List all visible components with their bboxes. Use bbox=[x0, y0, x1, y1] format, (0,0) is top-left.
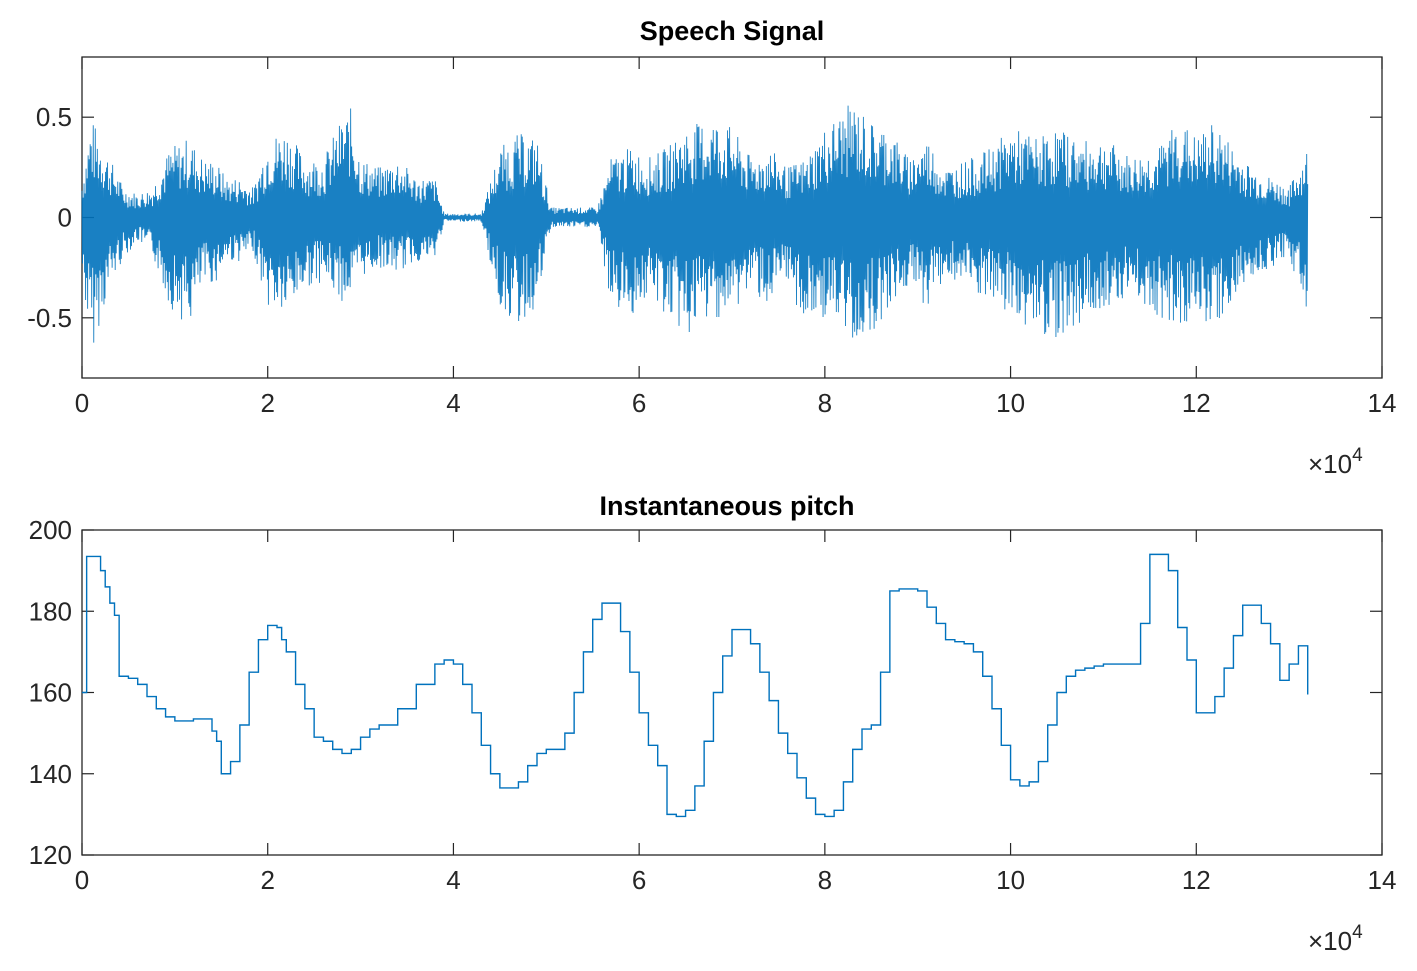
speech-signal-x-multiplier-exp: 4 bbox=[1352, 445, 1363, 466]
pitch-chart: Instantaneous pitch 0 2 4 6 8 10 12 14 120 140 16… bbox=[29, 491, 1397, 956]
pitch-xtick-label: 12 bbox=[1182, 865, 1211, 895]
pitch-xtick-label: 4 bbox=[446, 865, 460, 895]
pitch-x-multiplier-base: ×10 bbox=[1308, 926, 1352, 956]
speech-signal-chart: Speech Signal 0 2 4 6 8 10 12 14 -0.500.5 ×104 bbox=[27, 16, 1396, 479]
pitch-ytick-label: 160 bbox=[29, 678, 72, 708]
pitch-title: Instantaneous pitch bbox=[599, 491, 854, 521]
pitch-xticks: 0 2 4 6 8 10 12 14 bbox=[75, 530, 1397, 895]
pitch-x-multiplier: ×104 bbox=[1308, 922, 1363, 956]
speech-signal-xtick-label: 0 bbox=[75, 388, 89, 418]
pitch-ytick-label: 200 bbox=[29, 515, 72, 545]
speech-signal-title: Speech Signal bbox=[640, 16, 825, 46]
speech-signal-xticks: 0 2 4 6 8 10 12 14 bbox=[75, 57, 1397, 418]
speech-signal-series-line bbox=[81, 105, 1309, 343]
speech-signal-xtick-label: 8 bbox=[818, 388, 832, 418]
speech-signal-xtick-label: 6 bbox=[632, 388, 646, 418]
pitch-x-multiplier-exp: 4 bbox=[1352, 922, 1363, 943]
speech-signal-ytick-label: 0 bbox=[58, 203, 72, 233]
pitch-xtick-label: 6 bbox=[632, 865, 646, 895]
pitch-xtick-label: 2 bbox=[260, 865, 274, 895]
speech-signal-waveform bbox=[81, 105, 1309, 343]
speech-signal-yticks: -0.5 0 0.5 bbox=[27, 102, 1382, 333]
pitch-ytick-label: 180 bbox=[29, 596, 72, 626]
speech-signal-xtick-label: 10 bbox=[996, 388, 1025, 418]
pitch-plot-area bbox=[81, 529, 1383, 856]
pitch-xtick-label: 14 bbox=[1368, 865, 1397, 895]
pitch-xtick-label: 8 bbox=[818, 865, 832, 895]
pitch-ytick-label: 140 bbox=[29, 759, 72, 789]
pitch-ytick-label: 120 bbox=[29, 840, 72, 870]
speech-signal-x-multiplier: ×104 bbox=[1308, 445, 1363, 479]
speech-signal-xtick-label: 2 bbox=[260, 388, 274, 418]
speech-signal-xtick-label: 14 bbox=[1368, 388, 1397, 418]
pitch-xtick-label: 10 bbox=[996, 865, 1025, 895]
speech-signal-ytick-label: 0.5 bbox=[36, 102, 72, 132]
speech-signal-x-multiplier-base: ×10 bbox=[1308, 449, 1352, 479]
speech-signal-xtick-label: 4 bbox=[446, 388, 460, 418]
pitch-series-line bbox=[82, 553, 1309, 818]
speech-signal-xtick-label: 12 bbox=[1182, 388, 1211, 418]
pitch-yticks: 120 140 160 180 200 bbox=[29, 515, 1382, 870]
pitch-xtick-label: 0 bbox=[75, 865, 89, 895]
speech-signal-ytick-label: -0.5 bbox=[27, 303, 72, 333]
